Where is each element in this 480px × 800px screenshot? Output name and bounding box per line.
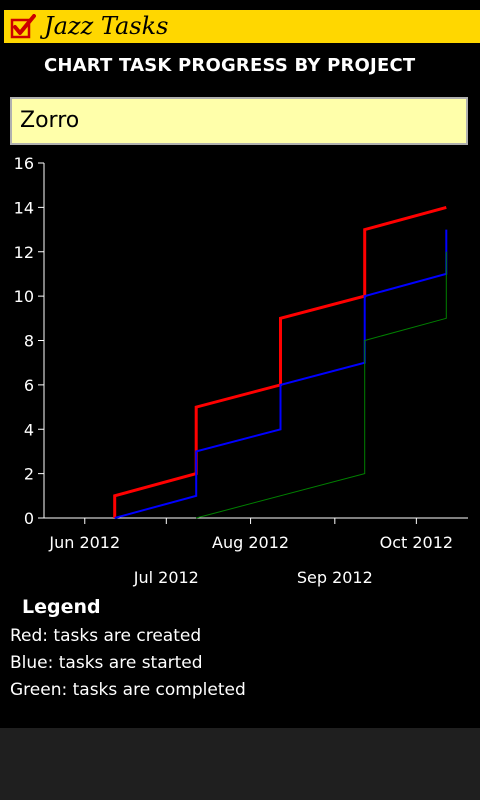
x-tick-label: Jun 2012 — [48, 533, 120, 552]
y-tick-label: 2 — [24, 465, 34, 484]
y-tick-label: 14 — [14, 198, 34, 217]
x-tick-label: Jul 2012 — [133, 568, 199, 587]
legend-item-completed: Green: tasks are completed — [10, 680, 246, 700]
app-title: Jazz Tasks — [44, 12, 169, 40]
y-tick-label: 4 — [24, 420, 34, 439]
legend-title: Legend — [22, 596, 101, 618]
task-progress-chart: 0 2 4 6 8 10 12 14 16 Jun 2012 Jul 2012 Aug 2012 Sep… — [14, 154, 468, 587]
series-line-created — [113, 205, 447, 518]
y-tick-label: 10 — [14, 287, 34, 306]
title-bar: Jazz Tasks — [4, 10, 480, 43]
checkbox-checked-icon — [10, 14, 36, 39]
chart-series — [113, 205, 448, 519]
page-title: CHART TASK PROGRESS BY PROJECT — [44, 55, 416, 76]
series-line-started — [114, 229, 448, 519]
legend-item-started: Blue: tasks are started — [10, 653, 203, 673]
y-tick-label: 0 — [24, 509, 34, 528]
x-tick-label: Sep 2012 — [297, 568, 373, 587]
legend-item-created: Red: tasks are created — [10, 626, 202, 646]
x-tick-label: Oct 2012 — [380, 533, 453, 552]
app-bar — [0, 728, 480, 800]
series-line-completed — [196, 251, 447, 519]
y-tick-label: 6 — [24, 376, 34, 395]
y-tick-label: 16 — [14, 154, 34, 173]
project-selector[interactable]: Zorro — [10, 97, 468, 145]
chart-axes: 0 2 4 6 8 10 12 14 16 Jun 2012 Jul 2012 Aug 2012 Sep… — [14, 154, 468, 587]
y-tick-label: 8 — [24, 332, 34, 351]
y-tick-label: 12 — [14, 243, 34, 262]
x-tick-label: Aug 2012 — [212, 533, 289, 552]
